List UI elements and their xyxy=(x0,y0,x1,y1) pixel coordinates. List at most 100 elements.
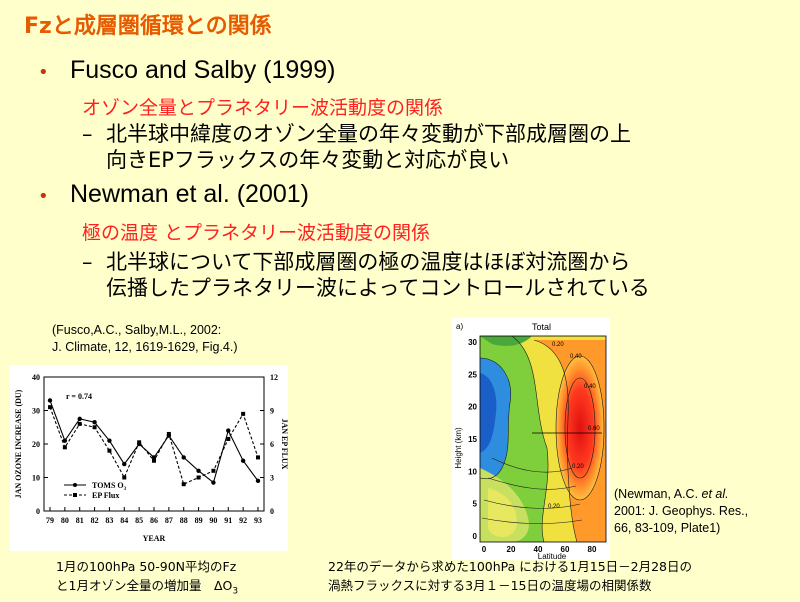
series-0-point xyxy=(196,468,201,473)
series-0-point xyxy=(77,416,82,422)
right-caption: 22年のデータから求めた100hPa における1月15日－2月28日の 渦熱フラ… xyxy=(328,559,693,593)
series-1-point xyxy=(92,425,97,430)
series-1-point xyxy=(107,448,112,453)
x-tick-label: 90 xyxy=(209,516,217,525)
series-1-point xyxy=(137,440,142,445)
y-tick-label: 15 xyxy=(468,435,477,444)
correlation-contour-plot: 0.40 0.20 0.40 0.60 0.20 0.20 a) Total 0 5 10 15… xyxy=(454,322,607,561)
series-1-point xyxy=(181,482,186,487)
bullet-label: Newman et al. (2001) xyxy=(70,180,310,208)
series-1-point xyxy=(226,436,231,441)
series-1-point xyxy=(152,458,156,463)
x-tick-label: 84 xyxy=(120,516,128,525)
ozone-ep-chart: 0 10 20 30 40 0 3 6 9 12 79 80 81 82 83 84 85 86 87 88 89 90 9… xyxy=(14,373,289,543)
bullet-fusco: • Fusco and Salby (1999) xyxy=(38,56,335,85)
series-0-point xyxy=(181,455,186,460)
y-tick-label: 0 xyxy=(473,532,478,541)
x-tick-label: 20 xyxy=(507,545,516,554)
dash-icon: – xyxy=(82,122,93,146)
correlation-annotation: r = 0.74 xyxy=(66,392,92,401)
x-tick-label: 93 xyxy=(254,516,262,525)
series-0-point xyxy=(255,478,261,484)
x-tick-label: 40 xyxy=(534,545,543,554)
x-tick-label: 89 xyxy=(195,516,203,525)
x-tick-label: 91 xyxy=(224,516,232,525)
y-tick-label: 0 xyxy=(36,507,40,516)
contour-label: 0.60 xyxy=(588,426,600,432)
legend-marker xyxy=(73,483,77,487)
x-tick-label: 87 xyxy=(165,516,173,525)
x-tick-label: 80 xyxy=(588,545,597,554)
series-1-point xyxy=(122,475,127,480)
series-0-point xyxy=(92,420,97,425)
x-tick-label: 92 xyxy=(239,516,247,525)
x-tick-label: 0 xyxy=(482,545,487,554)
citation-fusco: (Fusco,A.C., Salby,M.L., 2002: J. Climate… xyxy=(52,323,238,354)
y-tick-label: 20 xyxy=(468,403,477,412)
x-tick-label: 79 xyxy=(46,516,54,525)
ozone-ep-chart-figure: 0 10 20 30 40 0 3 6 9 12 79 80 81 82 83 84 85 86 87 88 89 90 9… xyxy=(10,365,289,551)
series-0-point xyxy=(47,398,53,403)
y2-tick-label: 9 xyxy=(270,407,274,416)
bullet-dot-icon: • xyxy=(38,186,49,207)
series-line-0 xyxy=(49,400,259,484)
y-tick-label: 10 xyxy=(468,467,477,476)
x-axis-label: Latitude xyxy=(538,552,567,560)
x-tick-label: 83 xyxy=(105,516,113,525)
series-0-point xyxy=(151,455,157,460)
y2-tick-label: 6 xyxy=(270,440,274,449)
bullet-topic: 極の温度 とプラネタリー波活動度の関係 xyxy=(82,222,431,244)
series-0-point xyxy=(211,480,216,485)
x-axis-label: YEAR xyxy=(143,534,166,543)
contour-label: 0.40 xyxy=(570,354,582,360)
bullet-point: – 北半球中緯度のオゾン全量の年々変動が下部成層圏の上 向きEPフラックスの年々変… xyxy=(82,121,782,173)
legend-marker xyxy=(73,493,77,497)
contour-label: 0.40 xyxy=(584,384,596,390)
x-tick-label: 80 xyxy=(61,516,69,525)
series-0-point xyxy=(107,438,112,443)
y-tick-label: 20 xyxy=(32,440,40,449)
x-tick-label: 81 xyxy=(76,516,84,525)
series-0-point xyxy=(226,428,231,433)
contour-label: 0.20 xyxy=(548,504,560,510)
y2-axis-label: JAN EP FLUX xyxy=(280,418,288,469)
series-1-point xyxy=(241,411,246,416)
bullet-point-text: 北半球中緯度のオゾン全量の年々変動が下部成層圏の上 向きEPフラックスの年々変動と… xyxy=(106,122,631,172)
x-tick-label: 85 xyxy=(135,516,143,525)
panel-title: Total xyxy=(532,322,551,332)
legend-label-0: TOMS O3 xyxy=(92,481,127,492)
correlation-contour-figure: 0.40 0.20 0.40 0.60 0.20 0.20 a) Total 0 5 10 15… xyxy=(452,318,610,561)
x-tick-label: 86 xyxy=(150,516,158,525)
bullet-dot-icon: • xyxy=(38,62,49,83)
y2-tick-label: 0 xyxy=(270,507,274,516)
x-tick-label: 60 xyxy=(561,545,570,554)
y-axis-label: Height (km) xyxy=(454,427,463,469)
y-tick-label: 40 xyxy=(32,373,40,382)
series-0-point xyxy=(122,461,127,467)
series-1-point xyxy=(77,421,82,426)
y-tick-label: 25 xyxy=(468,370,477,379)
series-1-point xyxy=(211,468,216,473)
y-axis-label: JAN OZONE INCREASE (DU) xyxy=(14,389,23,498)
series-1-point xyxy=(48,405,52,410)
citation-newman: (Newman, A.C. et al. 2001: J. Geophys. R… xyxy=(614,487,749,535)
bullet-label: Fusco and Salby (1999) xyxy=(70,56,336,84)
panel-label: a) xyxy=(456,322,463,331)
dash-icon: – xyxy=(82,250,93,274)
contour-label: 0.20 xyxy=(572,464,584,470)
y-tick-label: 30 xyxy=(468,338,477,347)
contour-label: 0.20 xyxy=(552,342,564,348)
series-1-point xyxy=(256,455,260,460)
series-1-point xyxy=(166,431,171,436)
legend-label-1: EP Flux xyxy=(92,491,119,500)
y2-tick-label: 12 xyxy=(270,373,278,382)
bullet-topic: オゾン全量とプラネタリー波活動度の関係 xyxy=(82,97,444,119)
bullet-newman: • Newman et al. (2001) xyxy=(38,180,309,209)
series-1-point xyxy=(196,475,201,480)
x-tick-label: 82 xyxy=(91,516,99,525)
series-0-point xyxy=(240,458,246,463)
bullet-point: – 北半球について下部成層圏の極の温度はほぼ対流圏から 伝播したプラネタリー波によ… xyxy=(82,249,782,301)
bullet-point-text: 北半球について下部成層圏の極の温度はほぼ対流圏から 伝播したプラネタリー波によって… xyxy=(106,250,650,300)
series-1-point xyxy=(62,445,67,450)
series-0-point xyxy=(62,438,68,443)
